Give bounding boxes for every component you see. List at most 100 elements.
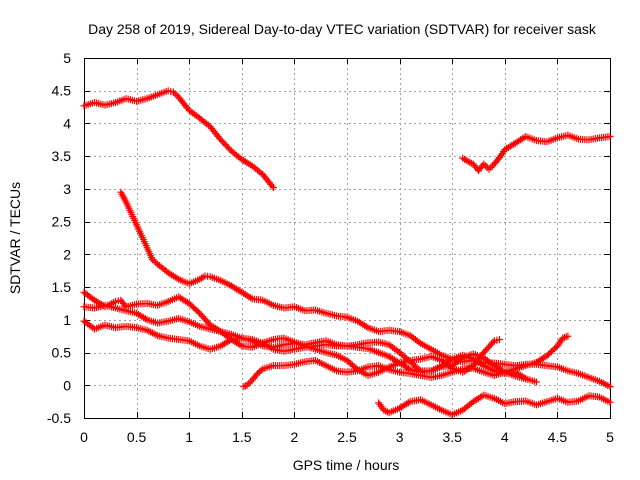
data-point (283, 307, 285, 309)
data-point (262, 299, 264, 301)
data-point (441, 354, 443, 356)
data-point (125, 201, 127, 203)
data-point (388, 412, 390, 414)
data-point (498, 156, 501, 159)
data-point (388, 344, 390, 346)
data-point (399, 331, 401, 333)
data-point (399, 351, 401, 354)
data-point (472, 163, 474, 165)
data-point (146, 302, 148, 305)
data-point (246, 384, 248, 386)
data-point (251, 379, 253, 381)
data-point (241, 291, 243, 293)
data-point (556, 137, 559, 139)
data-point (430, 370, 432, 372)
data-point (243, 386, 245, 388)
data-point (409, 359, 411, 361)
series-markers (80, 288, 530, 383)
y-tick-label: 2 (63, 246, 71, 262)
data-point (230, 285, 232, 287)
data-point (293, 363, 295, 365)
data-point (562, 337, 564, 339)
data-point (356, 320, 359, 322)
data-point (136, 327, 138, 329)
data-point (493, 370, 495, 372)
data-point (346, 345, 348, 347)
data-point (467, 160, 469, 162)
data-point (93, 101, 96, 104)
data-point (383, 409, 385, 411)
x-tick-label: 1 (185, 429, 193, 445)
data-point (146, 98, 148, 100)
series-markers (375, 391, 614, 419)
data-point (493, 397, 495, 399)
data-point (188, 302, 190, 305)
data-point (283, 337, 285, 339)
data-point (209, 328, 211, 330)
data-point (157, 94, 159, 96)
data-point (83, 320, 85, 322)
data-point (388, 329, 390, 331)
series-arc-7 (240, 332, 572, 391)
data-point (409, 372, 411, 375)
data-point (567, 370, 569, 372)
data-point (556, 366, 559, 368)
data-point (199, 312, 201, 314)
data-point (120, 191, 122, 193)
data-point (451, 367, 453, 369)
data-point (188, 340, 190, 342)
data-point (514, 368, 516, 370)
data-point (272, 187, 274, 189)
y-tick-label: -0.5 (47, 410, 71, 426)
data-point (257, 372, 259, 375)
data-point (556, 397, 559, 399)
data-point (546, 401, 548, 403)
data-point (462, 409, 464, 411)
data-point (220, 139, 222, 141)
data-point (272, 348, 274, 350)
data-point (514, 375, 516, 377)
data-point (230, 150, 232, 152)
data-point (167, 320, 169, 322)
x-tick-label: 0 (80, 429, 88, 445)
data-point (441, 409, 443, 411)
x-axis: 0 0.5 1 1.5 2 2.5 3 3.5 4 4.5 5 (80, 58, 614, 445)
data-point (472, 401, 474, 403)
x-tick-label: 3.5 (442, 429, 462, 445)
data-point (346, 316, 348, 318)
y-axis: -0.5 0 0.5 1 1.5 2 2.5 3 3.5 4 4.5 5 (47, 50, 610, 426)
series-line (120, 191, 611, 388)
data-point (430, 348, 432, 350)
data-point (367, 342, 369, 344)
data-point (272, 304, 274, 306)
y-tick-label: 1 (63, 312, 71, 328)
data-point (230, 338, 232, 341)
data-point (115, 307, 117, 309)
data-point (283, 344, 285, 346)
data-point (525, 378, 527, 380)
data-point (388, 369, 390, 371)
data-point (199, 325, 201, 327)
data-point (157, 322, 159, 324)
data-point (388, 355, 390, 358)
data-point (378, 402, 380, 404)
data-point (93, 328, 96, 330)
x-tick-label: 1.5 (232, 429, 252, 445)
data-point (178, 278, 180, 280)
data-point (325, 351, 327, 354)
data-point (598, 396, 601, 398)
data-point (314, 309, 316, 311)
data-point (598, 380, 601, 382)
data-point (462, 157, 464, 159)
data-point (525, 400, 527, 402)
data-point (367, 327, 369, 329)
data-point (335, 315, 338, 317)
data-point (441, 365, 443, 367)
data-point (262, 368, 264, 370)
data-point (178, 317, 180, 320)
data-point (172, 91, 174, 93)
x-axis-label: GPS time / hours (293, 457, 400, 473)
data-point (493, 340, 495, 342)
data-point (420, 399, 422, 401)
data-point (304, 361, 306, 363)
